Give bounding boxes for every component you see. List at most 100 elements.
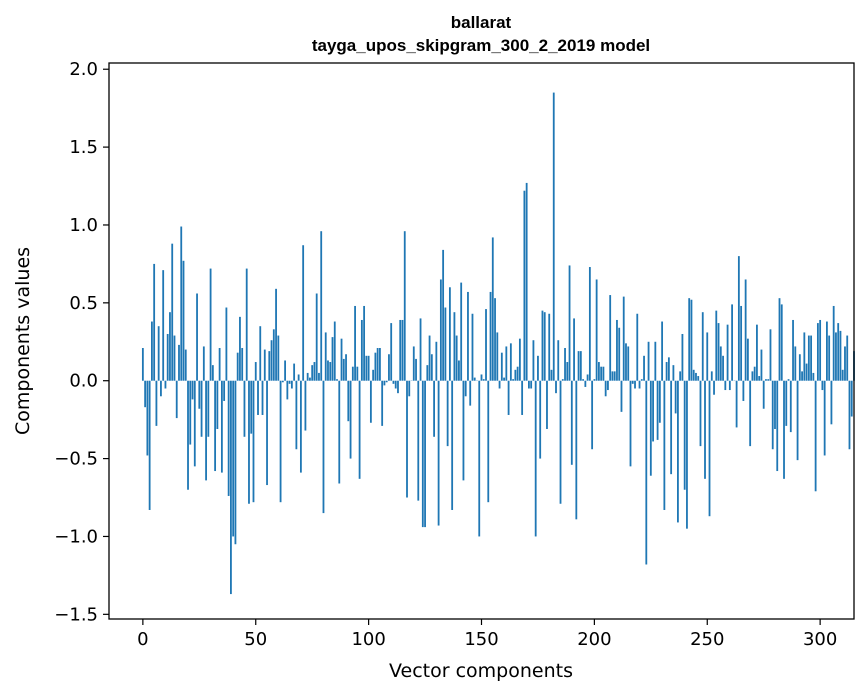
y-tick-label: 0.0: [69, 371, 98, 392]
bar-254: [715, 310, 718, 381]
bar-87: [338, 380, 341, 484]
bar-36: [223, 380, 226, 401]
bar-260: [728, 380, 731, 391]
bar-14: [173, 335, 176, 381]
bar-251: [708, 380, 711, 517]
bar-110: [390, 323, 393, 381]
bar-308: [837, 323, 840, 381]
bar-130: [435, 341, 438, 381]
bar-185: [559, 380, 562, 504]
bar-218: [634, 380, 636, 389]
bar-161: [505, 346, 508, 381]
bar-313: [848, 380, 851, 450]
bar-168: [521, 380, 524, 415]
bar-286: [787, 379, 790, 381]
bar-125: [424, 380, 426, 528]
bar-180: [548, 313, 551, 381]
bar-242: [688, 298, 691, 381]
bar-118: [408, 380, 411, 397]
bar-72: [304, 380, 307, 431]
bar-56: [268, 351, 271, 381]
bar-170: [525, 182, 528, 381]
x-tick-label: 0: [137, 629, 148, 650]
bar-84: [331, 337, 334, 381]
bar-1: [144, 380, 147, 408]
bar-281: [776, 380, 779, 472]
bar-48: [250, 380, 253, 434]
bar-55: [266, 380, 268, 486]
bar-172: [530, 380, 533, 389]
bar-216: [629, 380, 632, 467]
bar-212: [620, 380, 623, 412]
bar-193: [577, 351, 580, 381]
bar-280: [774, 380, 776, 429]
bar-122: [417, 380, 420, 501]
bar-290: [796, 380, 799, 461]
y-axis-label: Components values: [12, 247, 34, 435]
bar-252: [710, 371, 713, 381]
bar-156: [494, 298, 496, 381]
bar-27: [202, 346, 205, 381]
bar-137: [451, 380, 454, 510]
bar-31: [211, 365, 214, 381]
bar-275: [762, 380, 765, 409]
x-tick-label: 250: [690, 629, 724, 650]
bar-163: [509, 343, 512, 381]
bar-67: [293, 363, 296, 381]
bar-108: [385, 380, 388, 383]
x-tick-label: 200: [577, 629, 611, 650]
bar-145: [469, 380, 472, 406]
bar-23: [193, 380, 196, 467]
bar-203: [600, 366, 603, 381]
bar-47: [248, 380, 250, 504]
bar-102: [372, 369, 375, 381]
bar-2: [146, 380, 149, 456]
bar-189: [568, 265, 571, 381]
bar-210: [616, 319, 618, 381]
bar-227: [654, 341, 657, 381]
bar-128: [430, 354, 433, 381]
bar-20: [187, 380, 189, 490]
bar-302: [823, 380, 826, 456]
bar-90: [345, 354, 347, 381]
bar-221: [640, 379, 643, 381]
bar-138: [453, 312, 456, 381]
bar-246: [697, 376, 700, 381]
bar-241: [686, 380, 688, 529]
bar-109: [388, 354, 390, 381]
bar-0: [141, 348, 144, 381]
bar-75: [311, 365, 314, 381]
bar-311: [844, 346, 846, 381]
bar-135: [446, 380, 449, 447]
bar-283: [780, 304, 783, 381]
bar-95: [356, 366, 359, 381]
bar-279: [771, 380, 774, 450]
bar-162: [507, 380, 510, 415]
bar-129: [433, 380, 435, 437]
bar-211: [618, 327, 621, 381]
bar-134: [444, 307, 447, 381]
bar-77: [315, 293, 318, 381]
bar-194: [579, 351, 582, 381]
bar-298: [814, 380, 817, 492]
x-axis: 0 50 100 150 200 250 300: [137, 619, 837, 650]
bar-236: [674, 380, 677, 414]
bar-263: [735, 380, 738, 428]
bar-309: [839, 330, 842, 381]
bar-165: [514, 369, 517, 381]
bar-104: [376, 348, 379, 381]
bar-71: [302, 245, 305, 381]
x-tick-label: 50: [244, 629, 267, 650]
bar-205: [604, 380, 607, 397]
bar-314: [850, 380, 853, 417]
bar-178: [543, 312, 546, 381]
bar-155: [491, 237, 494, 381]
bar-39: [230, 380, 232, 595]
bar-80: [322, 380, 325, 514]
bar-274: [760, 349, 763, 381]
bar-235: [672, 365, 675, 381]
bar-152: [485, 309, 487, 381]
bar-171: [528, 380, 530, 389]
bar-107: [383, 380, 386, 386]
chart-subtitle: tayga_upos_skipgram_300_2_2019 model: [312, 36, 650, 55]
